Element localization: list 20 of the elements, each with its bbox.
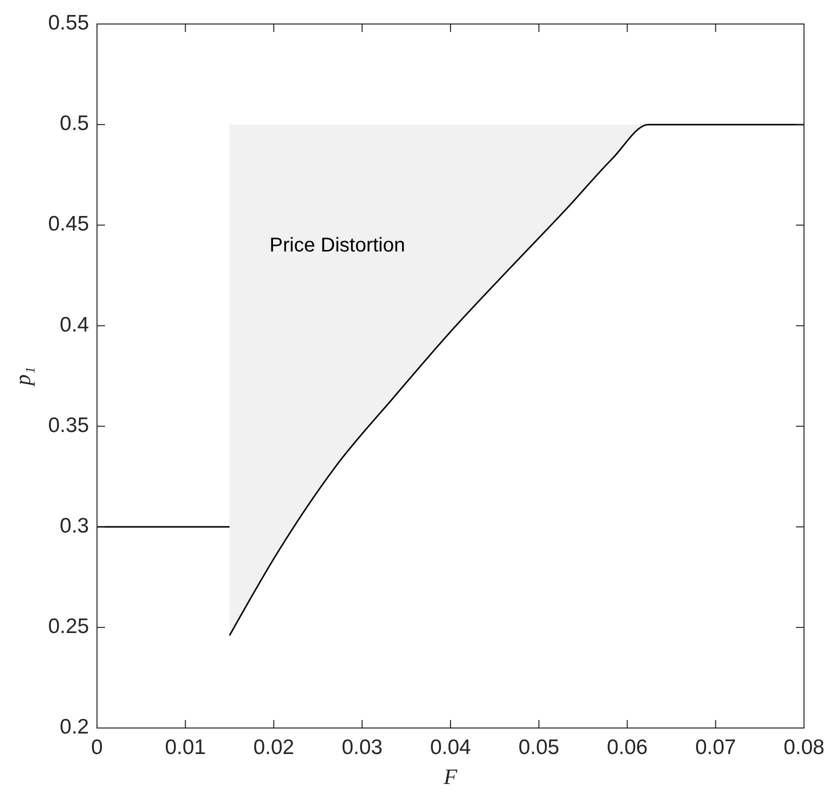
x-tick-label: 0.08: [784, 736, 824, 759]
y-axis-title: p₁: [10, 366, 35, 388]
x-axis-title: F: [442, 764, 458, 789]
x-tick-label: 0: [91, 736, 103, 759]
y-tick-label: 0.3: [60, 514, 89, 538]
annotation: Price Distortion: [270, 234, 406, 257]
y-tick-label: 0.35: [48, 414, 89, 437]
x-tick-label: 0.07: [695, 736, 736, 759]
x-tick-label: 0.01: [164, 736, 206, 759]
y-tick-label: 0.5: [60, 112, 89, 136]
y-tick-label: 0.2: [60, 716, 89, 739]
y-tick-label: 0.45: [48, 212, 89, 236]
x-tick-label: 0.06: [606, 736, 648, 759]
x-tick-label: 0.02: [253, 736, 294, 759]
x-tick-label: 0.04: [430, 736, 472, 759]
x-tick-label: 0.05: [518, 736, 560, 759]
y-tick-label: 0.25: [48, 614, 89, 638]
y-tick-label: 0.55: [48, 12, 89, 35]
y-tick-label: 0.4: [60, 313, 90, 336]
x-tick-label: 0.03: [342, 736, 383, 759]
